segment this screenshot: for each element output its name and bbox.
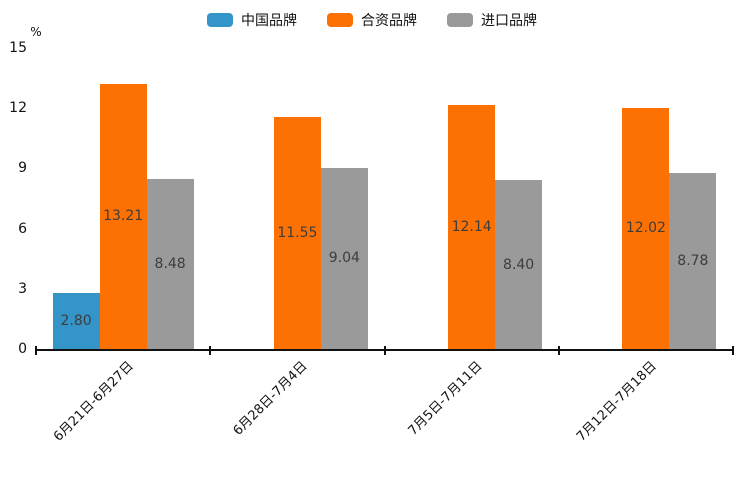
x-axis-tick [383,346,386,355]
y-axis-unit-label: % [30,25,42,39]
bar-value-label: 13.21 [103,208,144,225]
bar: 12.02 [622,107,670,349]
legend-label: 进口品牌 [481,13,537,29]
x-axis-label: 6月21日-6月27日 [50,358,137,445]
bar-value-label: 9.04 [328,250,360,267]
plot-area: % 0 3 6 9 12 15 2.80 13.21 11.55 12.14 12.02 8.48 9.… [9,25,734,445]
bar-value-label: 8.48 [154,255,186,272]
bar: 8.78 [669,172,717,349]
y-axis-tick-label: 9 [18,160,27,177]
legend-swatch-icon [447,13,473,27]
bar-value-label: 8.40 [503,256,535,273]
legend-label: 合资品牌 [361,13,417,29]
y-axis-tick-label: 12 [9,100,27,117]
bar: 9.04 [320,167,368,349]
bar: 8.48 [146,178,194,349]
bar: 8.40 [495,180,543,349]
legend: 中国品牌 合资品牌 进口品牌 [0,10,744,30]
bar: 11.55 [273,117,321,349]
x-axis-label: 7月12日-7月18日 [573,358,660,445]
bar-value-label: 11.55 [277,225,318,242]
x-axis-label: 6月28日-7月4日 [230,358,311,439]
x-axis-tick [732,346,734,355]
bar: 12.14 [448,105,496,349]
bar-value-label: 12.14 [451,219,492,236]
bar-value-label: 2.80 [60,312,92,329]
bar: 2.80 [52,292,100,349]
x-axis-tick [557,346,560,355]
y-axis-tick-label: 15 [9,40,27,56]
legend-item-2[interactable]: 进口品牌 [447,10,537,30]
x-axis-label: 7月5日-7月11日 [405,358,486,439]
y-axis-tick-label: 0 [18,341,27,357]
legend-item-1[interactable]: 合资品牌 [327,10,417,30]
x-axis-tick [209,346,212,355]
y-axis-tick-label: 6 [18,220,27,237]
legend-label: 中国品牌 [241,13,297,29]
x-axis-tick [35,346,37,355]
y-axis-tick-label: 3 [18,280,27,297]
legend-swatch-icon [327,13,353,27]
bar-value-label: 8.78 [677,252,709,269]
legend-swatch-icon [207,13,233,27]
legend-item-0[interactable]: 中国品牌 [207,10,297,30]
bar: 13.21 [99,83,147,349]
bar-value-label: 12.02 [625,220,666,237]
